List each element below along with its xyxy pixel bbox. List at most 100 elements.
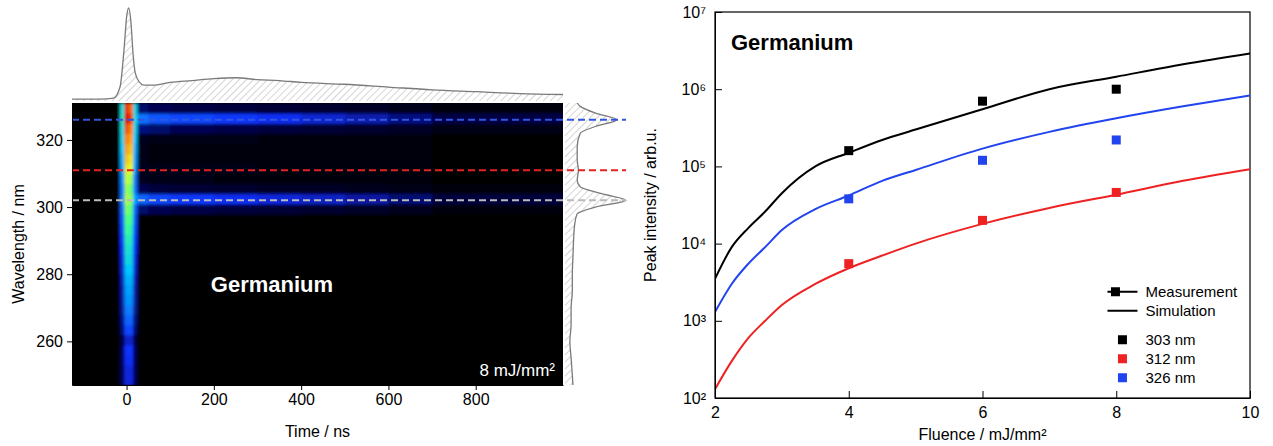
cell [124, 284, 129, 295]
cell [133, 163, 138, 174]
cell [72, 315, 121, 326]
cell [170, 214, 214, 225]
annotation: 8 mJ/mm² [479, 361, 555, 380]
cell [72, 123, 121, 134]
cell [129, 325, 134, 336]
cell [345, 194, 389, 205]
cell [124, 315, 129, 326]
cell [124, 375, 129, 385]
cell [120, 133, 125, 144]
cell [120, 335, 125, 346]
cell [345, 254, 389, 265]
cell [170, 113, 214, 124]
cell [124, 174, 129, 185]
cell [72, 234, 121, 245]
cell [148, 174, 170, 185]
cell [345, 123, 389, 134]
cell [301, 365, 345, 376]
cell [170, 294, 214, 305]
cell [120, 103, 125, 114]
cell [120, 264, 125, 275]
cell [388, 103, 432, 114]
cell [129, 234, 134, 245]
cell [170, 143, 214, 154]
spectrum-profile-line [570, 103, 626, 385]
x-axis-tick-label: 4 [845, 404, 854, 421]
cell [301, 345, 345, 356]
cell [214, 345, 258, 356]
cell [432, 264, 563, 275]
cell [257, 224, 301, 235]
cell [257, 365, 301, 376]
cell [214, 143, 258, 154]
cell [133, 274, 138, 285]
cell [345, 375, 389, 385]
cell [120, 315, 125, 326]
cell [170, 264, 214, 275]
cell [133, 284, 138, 295]
cell [257, 143, 301, 154]
cell [257, 194, 301, 205]
cell [124, 325, 129, 336]
cell [432, 123, 563, 134]
cell [120, 184, 125, 195]
x-axis-tick-mark [983, 391, 984, 398]
y-axis-tick-mark [715, 398, 722, 399]
y-axis-line [715, 13, 716, 399]
cell [124, 335, 129, 346]
cell [129, 254, 134, 265]
cell [129, 153, 134, 164]
cell [345, 325, 389, 336]
y-axis-tick: 10⁴ [681, 235, 722, 252]
cell [388, 214, 432, 225]
y-axis-tick-label: 10⁵ [682, 158, 706, 175]
figure: 0200400600800260280300320Time / nsWavele… [0, 0, 1273, 446]
cell [257, 123, 301, 134]
cell [124, 345, 129, 356]
legend-marker [1118, 354, 1127, 363]
cell [432, 103, 563, 114]
cell [148, 264, 170, 275]
cell [432, 143, 563, 154]
chart-title: Germanium [211, 272, 333, 297]
cell [120, 224, 125, 235]
cell [129, 103, 134, 114]
cell [214, 325, 258, 336]
cell [432, 274, 563, 285]
cell [214, 123, 258, 134]
cell [137, 244, 149, 255]
y-axis-tick-label: 10⁴ [681, 235, 706, 252]
legend-item: 303 nm [1118, 331, 1196, 348]
cell [133, 153, 138, 164]
cell [257, 315, 301, 326]
legend-marker [1111, 287, 1120, 296]
cell [170, 204, 214, 215]
cell [72, 163, 121, 174]
measurement-point [844, 146, 853, 155]
x-axis-tick-label: 8 [1112, 404, 1121, 421]
x-axis-tick-mark [1250, 391, 1251, 398]
cell [170, 274, 214, 285]
cell [133, 194, 138, 205]
cell [432, 184, 563, 195]
y-axis-tick-mark [67, 341, 72, 342]
cell [129, 214, 134, 225]
cell [133, 304, 138, 315]
cell [129, 224, 134, 235]
cell [148, 335, 170, 346]
cell [301, 103, 345, 114]
cell [133, 365, 138, 376]
y-axis-tick-mark [715, 89, 722, 90]
cell [214, 335, 258, 346]
marker-lines [72, 120, 626, 201]
cell [120, 153, 125, 164]
cell [124, 244, 129, 255]
cell [388, 355, 432, 366]
line-panel: 24681010²10³10⁴10⁵10⁶10⁷Fluence / mJ/mm²… [642, 4, 1260, 443]
cell [137, 234, 149, 245]
cell [133, 355, 138, 366]
x-axis-tick-mark [214, 385, 215, 390]
cell [345, 224, 389, 235]
cell [124, 123, 129, 134]
cell [257, 254, 301, 265]
